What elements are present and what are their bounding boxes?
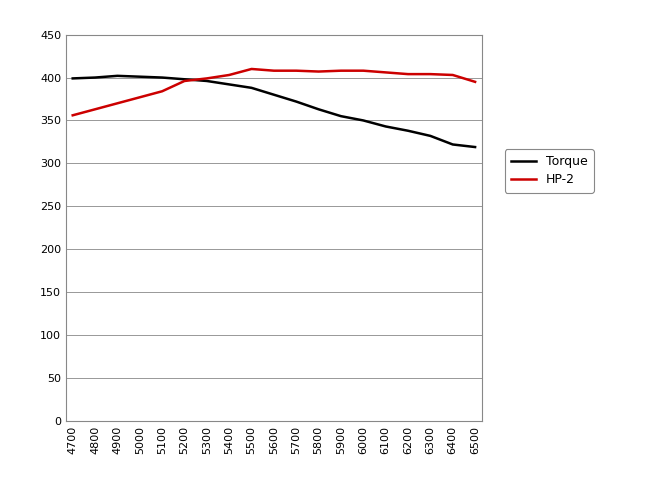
HP-2 [69,112,77,118]
HP-2 [471,79,479,85]
HP-2 [136,95,144,100]
HP-2 [315,69,323,75]
Torque [203,78,211,84]
HP-2 [449,72,457,78]
Torque [449,142,457,148]
Torque [404,128,412,134]
Torque [114,73,121,79]
HP-2 [404,71,412,77]
Torque [69,75,77,81]
HP-2 [248,66,255,72]
Torque [91,75,99,81]
Torque [158,75,166,81]
HP-2 [381,69,389,75]
HP-2 [225,72,233,78]
Torque [337,113,345,119]
Torque [359,117,367,123]
Torque [270,92,278,98]
Torque [292,99,300,104]
HP-2 [181,78,189,84]
HP-2 [114,100,121,106]
HP-2 [270,68,278,74]
Torque [315,106,323,112]
Torque [136,74,144,80]
Torque [471,144,479,150]
HP-2 [203,75,211,81]
HP-2 [426,71,434,77]
Legend: Torque, HP-2: Torque, HP-2 [505,149,594,193]
HP-2 [292,68,300,74]
HP-2 [158,88,166,94]
Line: Torque: Torque [73,76,475,147]
HP-2 [91,106,99,112]
HP-2 [359,68,367,74]
HP-2 [337,68,345,74]
Torque [225,82,233,88]
Torque [181,76,189,82]
Line: HP-2: HP-2 [73,69,475,115]
Torque [381,123,389,129]
Torque [248,85,255,91]
Torque [426,133,434,139]
